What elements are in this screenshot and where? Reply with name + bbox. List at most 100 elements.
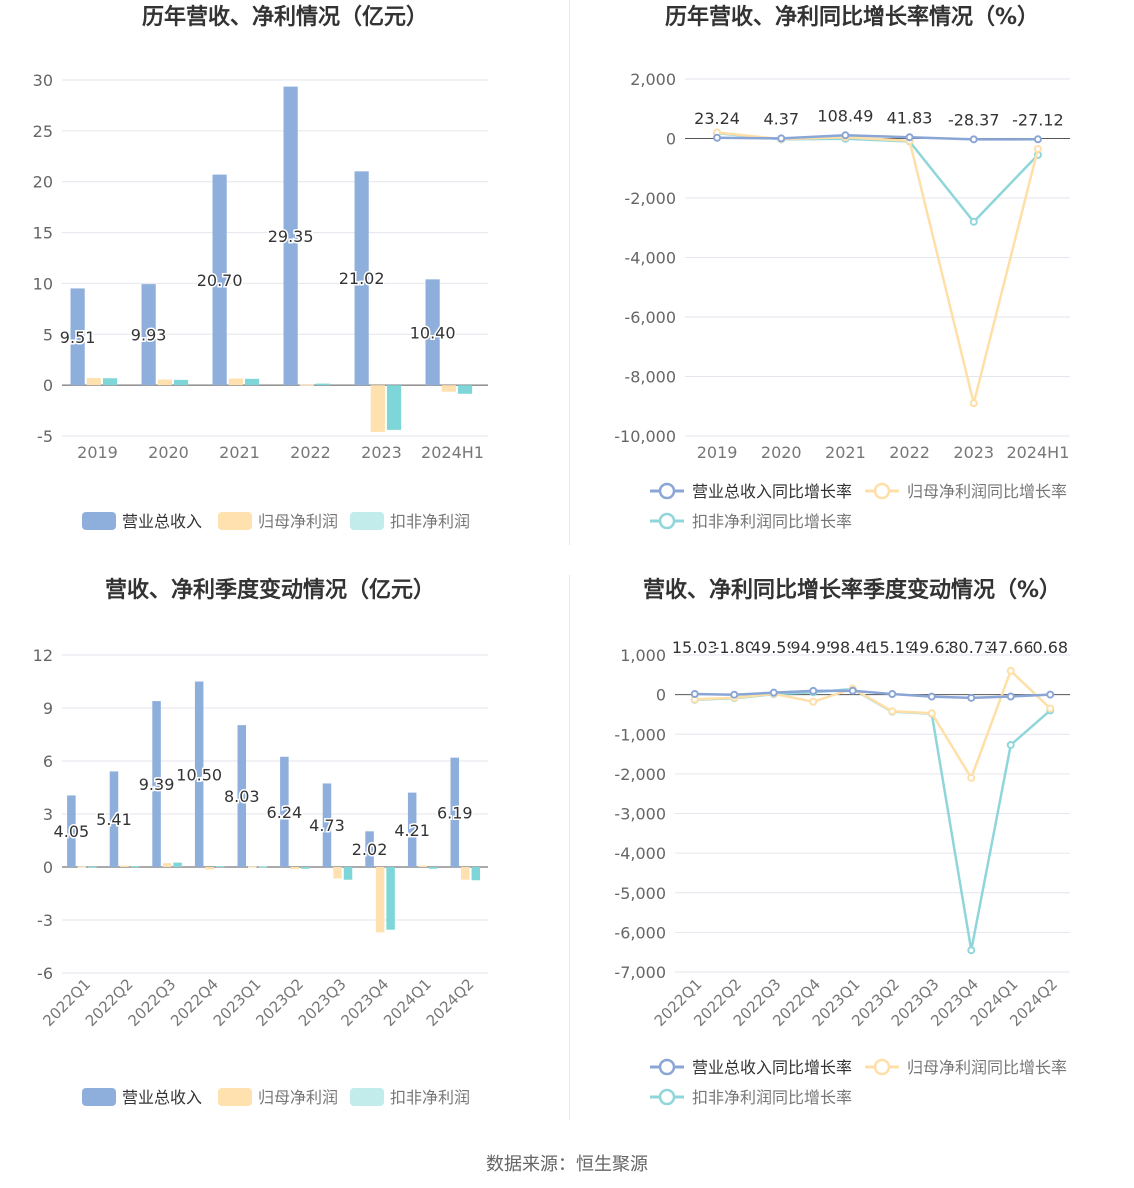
y-tick-label: 30: [33, 71, 53, 90]
bar-deducted-profit: [457, 385, 473, 394]
source-name: 恒生聚源: [576, 1154, 648, 1175]
bar-net-profit: [77, 866, 87, 868]
legend-marker: [658, 1058, 676, 1076]
line-data-label: 98.46: [830, 638, 876, 657]
bar-revenue: [194, 681, 204, 867]
line-data-label: 47.66: [988, 638, 1034, 657]
legend-marker: [873, 482, 891, 500]
line-data-label: 23.24: [694, 109, 740, 128]
series-point: [730, 690, 739, 699]
bar-revenue: [152, 701, 161, 867]
bar-revenue: [365, 831, 374, 867]
bar-deducted-profit: [258, 866, 268, 868]
bar-deducted-profit: [343, 867, 353, 880]
series-point: [1046, 690, 1055, 699]
bar-net-profit: [290, 867, 300, 870]
series-point: [690, 690, 699, 699]
bar-data-label: 10.50: [176, 765, 222, 784]
y-tick-label: -2,000: [624, 189, 676, 208]
bar-revenue: [141, 284, 156, 386]
legend-label: 营业总收入同比增长率: [692, 1058, 852, 1077]
y-tick-label: 0: [43, 376, 53, 395]
line-data-label: 15.03: [672, 638, 718, 657]
legend-label: 营业总收入: [122, 512, 202, 531]
bar-data-label: 4.05: [54, 822, 90, 841]
bar-net-profit: [370, 385, 385, 432]
x-tick-label: 2021: [825, 443, 866, 462]
series-point: [809, 697, 818, 706]
bar-data-label: 21.02: [339, 269, 385, 288]
quarterly-growth-rate-chart: 营收、净利同比增长率季度变动情况（%） 1,000 0 -1,000 -2,000 -3,…: [614, 577, 1070, 1107]
bar-revenue: [425, 279, 440, 386]
series-point: [927, 709, 936, 718]
legend-label: 归母净利润同比增长率: [907, 1058, 1067, 1077]
x-tick-label: 2020: [148, 443, 189, 462]
bar-deducted-profit: [102, 378, 118, 386]
bar-revenue: [322, 783, 332, 867]
line-data-label: 49.62: [909, 638, 955, 657]
legend-label: 扣非净利润: [390, 512, 470, 531]
x-tick-label: 2024Q2: [423, 975, 478, 1030]
line-data-label: 0.68: [1032, 638, 1068, 657]
legend-marker: [658, 512, 676, 530]
series-line-deducted-profit: [716, 131, 1039, 224]
line-data-label: 80.73: [948, 638, 994, 657]
bar-revenue: [450, 757, 460, 867]
legend-label: 归母净利润同比增长率: [907, 482, 1067, 501]
series-line-deducted-profit: [694, 687, 1052, 951]
bar-deducted-profit: [386, 867, 395, 930]
bar-net-profit: [248, 866, 257, 868]
legend-swatch: [350, 1088, 384, 1106]
y-tick-label: -10,000: [614, 427, 676, 446]
x-tick-label: 2024H1: [421, 443, 484, 462]
x-tick-label: 2022: [889, 443, 930, 462]
series-point: [1006, 666, 1015, 675]
series-point: [969, 217, 978, 226]
y-tick-label: 0: [43, 858, 53, 877]
y-tick-label: -3,000: [614, 805, 666, 824]
bar-deducted-profit: [244, 378, 260, 386]
y-tick-label: 12: [33, 646, 53, 665]
line-data-label: 15.19: [869, 638, 915, 657]
quarterly-revenue-profit-chart: 营收、净利季度变动情况（亿元）129630-3-62022Q12022Q2202…: [33, 577, 488, 1107]
series-point: [1033, 135, 1042, 144]
line-data-label: -27.12: [1012, 110, 1064, 129]
y-tick-label: 15: [33, 224, 53, 243]
bar-data-label: 9.51: [60, 328, 96, 347]
bar-deducted-profit: [471, 867, 481, 881]
data-source-note: 数据来源：恒生聚源: [0, 1150, 1134, 1176]
bar-data-label: 10.40: [410, 323, 456, 342]
y-tick-label: -2,000: [614, 765, 666, 784]
legend-label: 扣非净利润同比增长率: [692, 1088, 852, 1107]
line-data-label: 4.37: [763, 109, 799, 128]
line-data-label: -28.37: [948, 110, 1000, 129]
series-line-net-profit: [716, 131, 1040, 404]
bar-net-profit: [418, 865, 427, 867]
legend-swatch: [82, 1088, 116, 1106]
source-prefix: 数据来源：: [486, 1154, 576, 1175]
series-point: [1046, 704, 1055, 713]
bar-net-profit: [375, 867, 385, 933]
bar-deducted-profit: [301, 867, 310, 869]
y-tick-label: -1,000: [614, 725, 666, 744]
y-tick-label: -4,000: [614, 844, 666, 863]
bar-deducted-profit: [173, 379, 189, 386]
bar-revenue: [67, 795, 76, 867]
series-point: [809, 686, 818, 695]
series-line-revenue: [717, 134, 1038, 141]
chart-title: 营收、净利季度变动情况（亿元）: [105, 577, 435, 603]
bar-net-profit: [333, 867, 342, 879]
bar-revenue: [354, 171, 369, 386]
line-data-label: 41.83: [887, 108, 933, 127]
bar-net-profit: [441, 385, 456, 392]
y-tick-label: -5: [37, 427, 53, 446]
bar-deducted-profit: [386, 385, 402, 430]
chart-title: 历年营收、净利同比增长率情况（%）: [665, 4, 1039, 30]
y-tick-label: -6,000: [614, 923, 666, 942]
legend-swatch: [218, 1088, 252, 1106]
bar-data-label: 20.70: [197, 271, 243, 290]
bar-deducted-profit: [130, 866, 140, 868]
x-tick-label: 2021: [219, 443, 260, 462]
series-point: [967, 773, 976, 782]
bar-deducted-profit: [173, 862, 182, 867]
